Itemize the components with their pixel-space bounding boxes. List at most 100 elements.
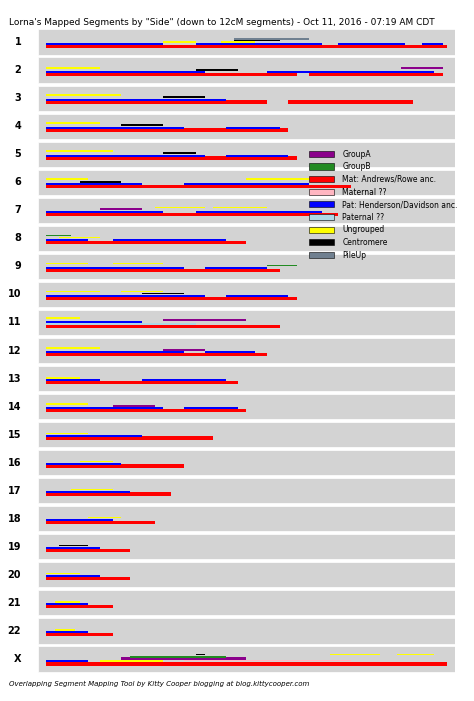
Bar bbox=[46, 123, 100, 124]
Bar bbox=[46, 662, 447, 666]
Bar bbox=[59, 236, 100, 238]
FancyBboxPatch shape bbox=[38, 534, 455, 559]
Bar bbox=[46, 407, 163, 409]
Bar bbox=[46, 99, 226, 101]
Text: 3: 3 bbox=[15, 93, 21, 103]
Bar bbox=[46, 156, 297, 160]
Text: 9: 9 bbox=[15, 261, 21, 271]
Bar bbox=[46, 235, 71, 236]
Bar bbox=[46, 437, 213, 440]
Bar bbox=[46, 493, 172, 496]
Bar bbox=[46, 183, 142, 185]
Text: 1: 1 bbox=[15, 37, 21, 47]
Bar bbox=[46, 67, 100, 69]
Bar bbox=[234, 39, 309, 40]
Bar bbox=[80, 181, 121, 183]
Bar bbox=[184, 183, 309, 185]
Bar bbox=[309, 73, 443, 76]
Text: Mat: Andrews/Rowe anc.: Mat: Andrews/Rowe anc. bbox=[342, 175, 437, 184]
Bar bbox=[309, 201, 334, 207]
Text: 13: 13 bbox=[8, 374, 21, 383]
Bar bbox=[196, 69, 238, 71]
Bar bbox=[46, 433, 88, 435]
Bar bbox=[46, 291, 100, 292]
FancyBboxPatch shape bbox=[38, 310, 455, 335]
Bar bbox=[338, 43, 405, 45]
Bar bbox=[46, 128, 288, 132]
Bar bbox=[46, 178, 88, 180]
Bar bbox=[221, 41, 255, 43]
Bar bbox=[59, 545, 88, 547]
Bar bbox=[309, 226, 334, 233]
FancyBboxPatch shape bbox=[38, 254, 455, 279]
Bar bbox=[46, 268, 280, 272]
Bar bbox=[46, 263, 88, 264]
Text: Pat: Henderson/Davidson anc.: Pat: Henderson/Davidson anc. bbox=[342, 200, 458, 209]
Bar bbox=[309, 151, 334, 157]
Bar bbox=[142, 292, 184, 294]
Bar bbox=[309, 214, 334, 220]
Bar bbox=[55, 629, 75, 631]
Bar bbox=[88, 517, 121, 519]
Text: 6: 6 bbox=[15, 177, 21, 187]
Bar bbox=[55, 601, 80, 603]
Bar bbox=[46, 549, 130, 552]
Bar bbox=[71, 489, 113, 491]
FancyBboxPatch shape bbox=[38, 338, 455, 363]
Bar bbox=[309, 252, 334, 258]
FancyBboxPatch shape bbox=[38, 478, 455, 503]
Bar bbox=[288, 100, 413, 104]
Bar bbox=[46, 239, 88, 241]
Bar bbox=[130, 655, 226, 658]
Bar bbox=[46, 463, 121, 465]
Bar bbox=[401, 67, 443, 69]
Text: 19: 19 bbox=[8, 542, 21, 552]
Bar bbox=[46, 185, 351, 189]
Text: X: X bbox=[14, 654, 21, 664]
Bar bbox=[205, 267, 267, 269]
FancyBboxPatch shape bbox=[38, 646, 455, 672]
Text: 10: 10 bbox=[8, 290, 21, 299]
Bar bbox=[46, 353, 267, 356]
Bar bbox=[184, 660, 351, 661]
Bar bbox=[46, 43, 163, 45]
Bar bbox=[213, 207, 267, 208]
FancyBboxPatch shape bbox=[38, 170, 455, 195]
Bar bbox=[46, 547, 100, 549]
Bar bbox=[330, 654, 380, 655]
Text: GroupB: GroupB bbox=[342, 163, 371, 171]
Bar bbox=[309, 189, 334, 195]
FancyBboxPatch shape bbox=[38, 114, 455, 139]
Bar bbox=[46, 660, 88, 662]
Bar bbox=[163, 319, 246, 321]
Bar bbox=[196, 654, 205, 655]
Text: 21: 21 bbox=[8, 598, 21, 608]
Bar bbox=[163, 96, 205, 98]
Bar bbox=[46, 347, 100, 348]
Bar bbox=[46, 603, 88, 605]
Text: 5: 5 bbox=[15, 149, 21, 159]
Bar bbox=[121, 658, 246, 660]
Text: 8: 8 bbox=[14, 233, 21, 243]
Text: GroupA: GroupA bbox=[342, 150, 371, 158]
Bar bbox=[113, 263, 163, 264]
Bar bbox=[196, 43, 321, 45]
FancyBboxPatch shape bbox=[38, 226, 455, 251]
Text: 15: 15 bbox=[8, 430, 21, 440]
Bar bbox=[46, 519, 113, 521]
Text: 17: 17 bbox=[8, 486, 21, 496]
FancyBboxPatch shape bbox=[38, 506, 455, 531]
FancyBboxPatch shape bbox=[38, 282, 455, 307]
Bar bbox=[46, 577, 130, 580]
Bar bbox=[142, 379, 226, 381]
Bar bbox=[163, 152, 196, 154]
Text: Centromere: Centromere bbox=[342, 238, 388, 247]
Bar bbox=[46, 573, 80, 575]
Bar bbox=[46, 127, 184, 129]
Bar bbox=[46, 379, 100, 381]
Bar bbox=[46, 94, 121, 96]
Bar bbox=[46, 45, 267, 48]
Bar bbox=[226, 127, 280, 129]
Bar bbox=[80, 461, 113, 463]
Text: 14: 14 bbox=[8, 402, 21, 411]
